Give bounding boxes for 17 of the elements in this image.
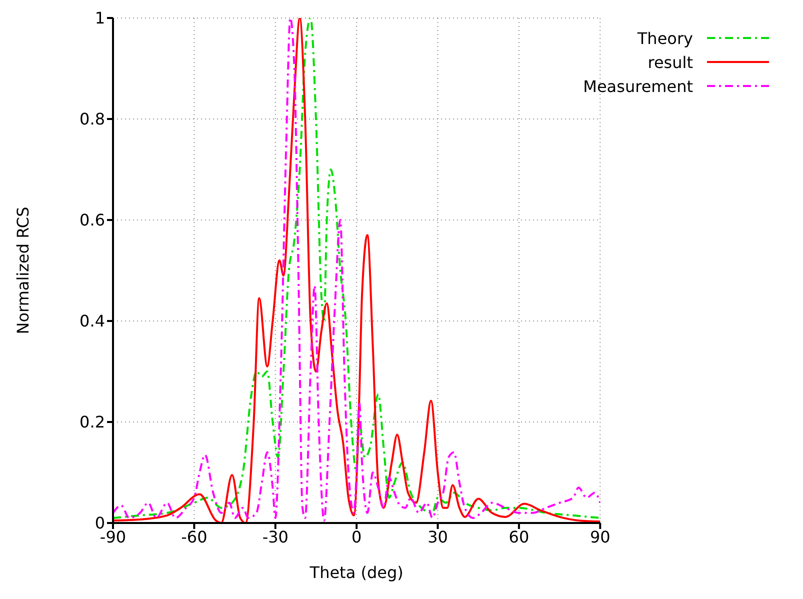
legend-label: Measurement <box>583 76 693 96</box>
x-tick-label: -60 <box>181 527 208 546</box>
x-tick-label: 60 <box>508 527 530 546</box>
y-tick-label: 0.6 <box>80 210 105 230</box>
y-axis-title: Normalized RCS <box>14 206 33 334</box>
y-tick-label: 1 <box>94 8 105 28</box>
y-tick-label: 0.4 <box>80 312 105 331</box>
x-tick-label: -30 <box>262 527 288 546</box>
x-axis-title: Theta (deg) <box>308 563 404 582</box>
y-tick-label: 0.8 <box>80 110 105 129</box>
legend-label: result <box>648 52 693 72</box>
y-tick-label: 0.2 <box>80 412 105 432</box>
x-tick-label: 0 <box>351 527 362 546</box>
legend-label: Theory <box>637 28 693 48</box>
x-tick-label: 90 <box>590 527 610 546</box>
y-tick-label: 0 <box>94 514 105 533</box>
x-tick-label: 30 <box>428 527 448 546</box>
